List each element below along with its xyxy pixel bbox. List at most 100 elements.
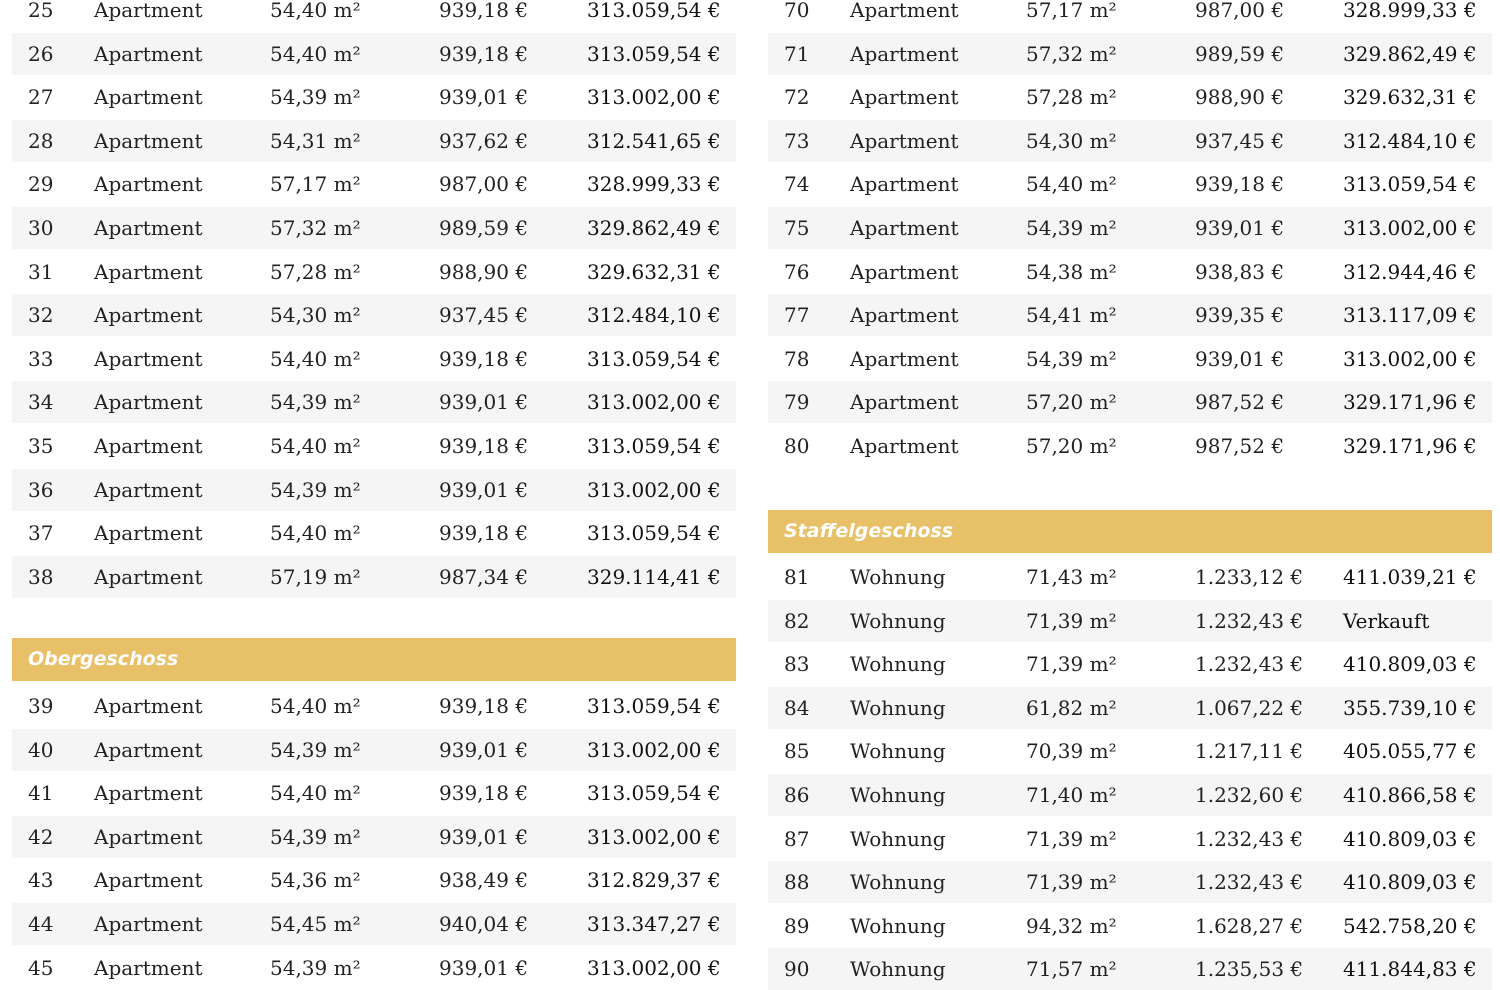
cell-num: 42 (28, 824, 54, 849)
table-row: 43 Apartment 54,36 m² 938,49 € 312.829,37 € (12, 859, 736, 901)
cell-rent: 939,01 € (439, 390, 529, 415)
cell-type: Apartment (94, 477, 203, 502)
cell-price: Verkauft (1343, 608, 1430, 633)
cell-price: 329.862,49 € (587, 216, 721, 240)
cell-price: 329.114,41 € (587, 564, 721, 589)
table-row: 30 Apartment 57,32 m² 989,59 € 329.862,49 € (12, 207, 736, 249)
cell-area: 54,39 m² (270, 737, 361, 762)
cell-rent: 939,18 € (439, 0, 529, 22)
cell-type: Apartment (94, 216, 203, 240)
cell-rent: 1.217,11 € (1195, 739, 1304, 764)
cell-area: 54,45 m² (270, 912, 361, 936)
table-row: 33 Apartment 54,40 m² 939,18 € 313.059,54 € (12, 338, 736, 380)
cell-num: 45 (28, 955, 54, 980)
table-row: 74 Apartment 54,40 m² 939,18 € 313.059,54 € (768, 163, 1492, 205)
table-row: 42 Apartment 54,39 m² 939,01 € 313.002,00 € (12, 815, 736, 858)
cell-num: 41 (28, 781, 54, 806)
cell-type: Wohnung (850, 957, 946, 982)
cell-rent: 939,01 € (439, 85, 529, 110)
cell-num: 37 (28, 521, 54, 546)
table-row: 32 Apartment 54,30 m² 937,45 € 312.484,10 € (12, 294, 736, 337)
table-row: 26 Apartment 54,40 m² 939,18 € 313.059,54 € (12, 32, 736, 75)
cell-rent: 1.628,27 € (1195, 913, 1304, 938)
cell-price: 411.039,21 € (1343, 565, 1477, 589)
cell-rent: 937,62 € (439, 128, 529, 153)
cell-price: 329.632,31 € (587, 259, 721, 284)
cell-rent: 939,18 € (439, 346, 529, 371)
cell-price: 313.002,00 € (587, 737, 721, 762)
cell-type: Apartment (94, 955, 203, 980)
table-row: 40 Apartment 54,39 m² 939,01 € 313.002,00 € (12, 728, 736, 771)
cell-area: 54,39 m² (270, 477, 361, 502)
cell-num: 26 (28, 41, 54, 66)
cell-price: 313.117,09 € (1343, 303, 1477, 328)
section-header: Staffelgeschoss (768, 510, 1492, 553)
cell-num: 81 (784, 565, 810, 589)
cell-rent: 987,52 € (1195, 390, 1285, 415)
table-row: 77 Apartment 54,41 m² 939,35 € 313.117,09 € (768, 294, 1492, 337)
table-row: 76 Apartment 54,38 m² 938,83 € 312.944,46 € (768, 251, 1492, 293)
cell-type: Apartment (850, 0, 959, 22)
cell-type: Apartment (850, 303, 959, 328)
cell-price: 312.541,65 € (587, 128, 721, 153)
cell-rent: 937,45 € (1195, 128, 1285, 153)
cell-num: 38 (28, 564, 54, 589)
cell-type: Apartment (94, 390, 203, 415)
table-row: 88 Wohnung 71,39 m² 1.232,43 € 410.809,03 € (768, 861, 1492, 904)
cell-type: Apartment (94, 172, 203, 197)
table-row: 45 Apartment 54,39 m² 939,01 € 313.002,00 € (12, 947, 736, 989)
cell-rent: 939,18 € (439, 434, 529, 458)
cell-type: Apartment (850, 346, 959, 371)
cell-rent: 939,01 € (439, 477, 529, 502)
table-row: 41 Apartment 54,40 m² 939,18 € 313.059,54 € (12, 772, 736, 814)
cell-type: Apartment (94, 85, 203, 110)
table-row: 71 Apartment 57,32 m² 989,59 € 329.862,49 € (768, 32, 1492, 75)
cell-num: 30 (28, 216, 54, 240)
cell-area: 71,40 m² (1026, 783, 1117, 807)
table-row: 75 Apartment 54,39 m² 939,01 € 313.002,00 € (768, 207, 1492, 249)
cell-num: 32 (28, 303, 54, 328)
cell-rent: 939,01 € (439, 737, 529, 762)
cell-area: 71,57 m² (1026, 957, 1117, 982)
cell-price: 313.059,54 € (1343, 172, 1477, 197)
cell-num: 39 (28, 694, 54, 718)
cell-type: Apartment (850, 259, 959, 284)
cell-type: Apartment (94, 259, 203, 284)
cell-num: 74 (784, 172, 810, 197)
cell-num: 77 (784, 303, 810, 328)
cell-type: Apartment (94, 737, 203, 762)
cell-num: 84 (784, 695, 810, 720)
table-row: 28 Apartment 54,31 m² 937,62 € 312.541,65 € (12, 119, 736, 162)
cell-price: 329.171,96 € (1343, 390, 1477, 415)
table-row: 82 Wohnung 71,39 m² 1.232,43 € Verkauft (768, 599, 1492, 642)
cell-price: 313.059,54 € (587, 781, 721, 806)
cell-rent: 1.235,53 € (1195, 957, 1304, 982)
cell-type: Apartment (94, 303, 203, 328)
cell-type: Apartment (94, 521, 203, 546)
cell-type: Apartment (94, 346, 203, 371)
cell-area: 57,32 m² (270, 216, 361, 240)
cell-price: 313.059,54 € (587, 346, 721, 371)
cell-rent: 939,01 € (439, 955, 529, 980)
cell-price: 313.059,54 € (587, 41, 721, 66)
table-row: 73 Apartment 54,30 m² 937,45 € 312.484,10 € (768, 119, 1492, 162)
cell-type: Apartment (850, 41, 959, 66)
cell-rent: 938,49 € (439, 868, 529, 893)
cell-num: 88 (784, 870, 810, 895)
cell-num: 85 (784, 739, 810, 764)
table-row: 86 Wohnung 71,40 m² 1.232,60 € 410.866,58 € (768, 774, 1492, 816)
cell-price: 355.739,10 € (1343, 695, 1477, 720)
cell-price: 312.944,46 € (1343, 259, 1477, 284)
cell-type: Apartment (850, 128, 959, 153)
cell-type: Apartment (94, 0, 203, 22)
cell-rent: 1.232,43 € (1195, 652, 1304, 677)
cell-type: Apartment (94, 41, 203, 66)
cell-num: 78 (784, 346, 810, 371)
cell-type: Apartment (94, 694, 203, 718)
cell-price: 329.632,31 € (1343, 85, 1477, 110)
cell-rent: 939,18 € (439, 521, 529, 546)
cell-rent: 1.233,12 € (1195, 565, 1304, 589)
cell-num: 75 (784, 216, 810, 240)
cell-price: 313.059,54 € (587, 694, 721, 718)
cell-num: 35 (28, 434, 54, 458)
